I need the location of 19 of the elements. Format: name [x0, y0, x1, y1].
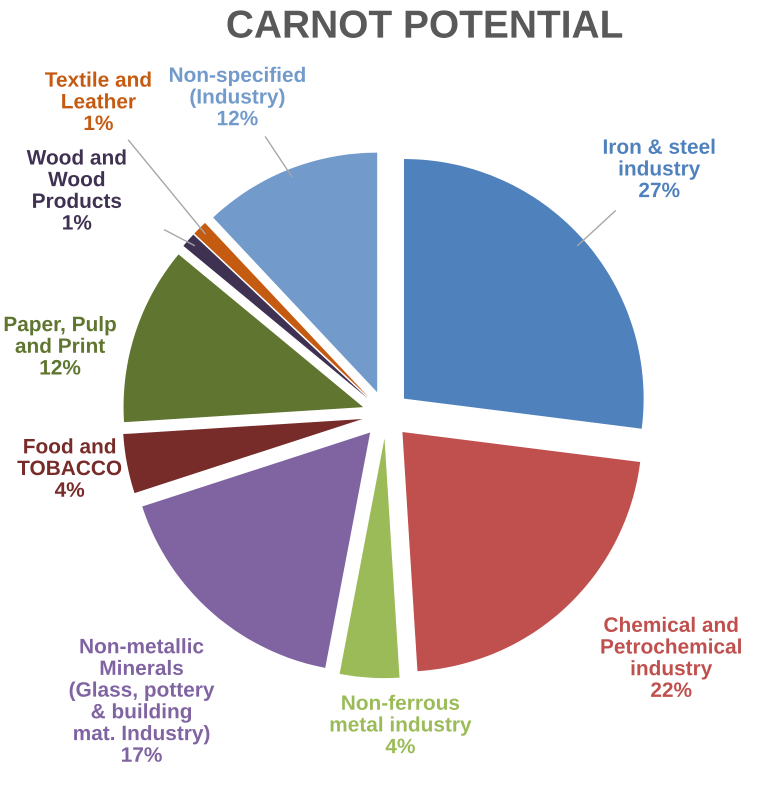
slice-label: Non-specified (Industry) [170, 66, 305, 108]
data-label: 27% [639, 182, 680, 198]
data-label: 12% [40, 360, 80, 375]
slice-label: Wood and Wood Products [26, 149, 126, 208]
slice-label: Paper, Pulp and Print [4, 316, 116, 354]
data-label: 4% [386, 738, 415, 754]
data-label: 4% [54, 482, 84, 497]
slice-label: Textile and Leather [44, 72, 151, 109]
chart-title: CARNOT POTENTIAL [227, 10, 622, 38]
data-label: 1% [63, 215, 92, 230]
slice-label: Non-ferrous metal industry [330, 694, 472, 736]
slice-label: Food and TOBACCO [17, 438, 122, 476]
data-label: 22% [651, 682, 692, 698]
slice-label: Iron & steel industry [604, 138, 714, 180]
data-label: 1% [84, 116, 113, 130]
data-label: 17% [122, 747, 162, 762]
data-label: 12% [218, 110, 258, 126]
slice-label: Non-metallic Minerals (Glass, pottery & building mat. Industry) [70, 638, 214, 744]
slice-label: Chemical and Petrochemical industry [601, 616, 741, 680]
